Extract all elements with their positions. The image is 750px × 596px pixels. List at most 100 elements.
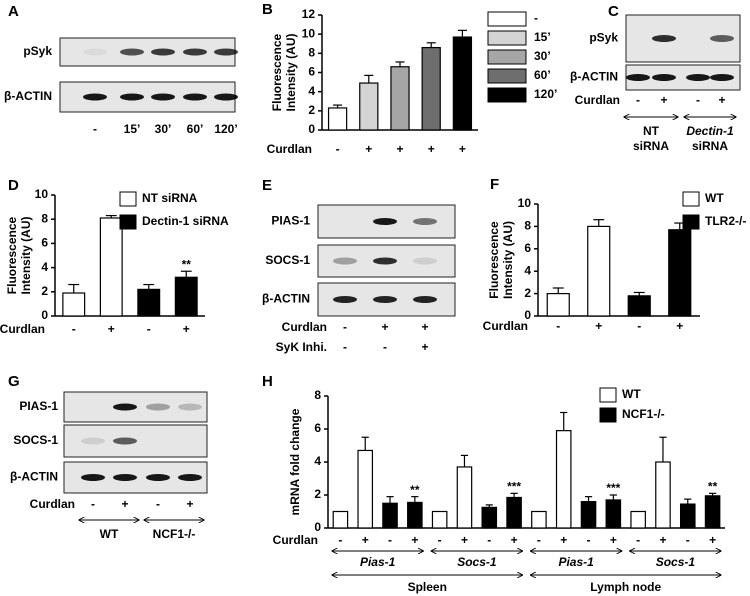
- bar: [421, 46, 441, 131]
- bar: [407, 501, 423, 529]
- bar: [452, 36, 473, 131]
- band: [686, 74, 710, 81]
- band: [113, 403, 137, 411]
- blot-row-label: β-ACTIN: [10, 470, 58, 484]
- panel-letter: G: [8, 373, 20, 390]
- bar: [382, 502, 398, 529]
- lane-label: 30’: [155, 122, 172, 136]
- band: [652, 74, 676, 81]
- bar: [546, 293, 570, 317]
- condition-value: -: [383, 340, 387, 354]
- x-tick-label: -: [686, 533, 690, 547]
- y-tick-label: 10: [518, 196, 532, 210]
- group-label: siRNA: [692, 139, 728, 153]
- x-tick-label: +: [365, 142, 372, 156]
- condition-value: -: [91, 497, 95, 511]
- bar: [668, 229, 692, 317]
- y-axis-label: Fluorescence: [487, 221, 501, 299]
- y-tick-label: 6: [41, 236, 48, 250]
- condition-value: -: [343, 340, 347, 354]
- condition-value: +: [421, 340, 428, 354]
- panel-letter: D: [8, 177, 19, 194]
- blot-row-label: β-ACTIN: [570, 70, 618, 84]
- bar: [99, 217, 123, 317]
- condition-label: SyK Inhi.: [276, 340, 327, 354]
- y-axis-label: Fluorescence: [5, 216, 19, 294]
- lane-label: 120’: [214, 122, 237, 136]
- band: [373, 257, 397, 265]
- blot-row-label: pSyk: [23, 44, 52, 58]
- bar: [506, 496, 522, 529]
- x-axis-label: Curdlan: [267, 142, 312, 156]
- x-tick-label: -: [637, 319, 641, 333]
- y-tick-label: 10: [302, 26, 316, 40]
- significance: ***: [507, 480, 521, 494]
- legend-label: 60’: [534, 68, 551, 82]
- y-tick-label: 10: [35, 187, 49, 201]
- y-tick-label: 4: [308, 84, 315, 98]
- condition-value: +: [421, 320, 428, 334]
- bar: [357, 449, 374, 529]
- y-tick-label: 8: [41, 211, 48, 225]
- condition-value: +: [186, 497, 193, 511]
- band: [333, 296, 357, 303]
- condition-label: Curdlan: [30, 497, 75, 511]
- condition-value: +: [121, 497, 128, 511]
- bar: [327, 107, 348, 131]
- x-tick-label: -: [537, 533, 541, 547]
- condition-label: Curdlan: [282, 320, 327, 334]
- band: [214, 48, 238, 56]
- band: [113, 437, 137, 445]
- x-tick-label: +: [511, 533, 518, 547]
- legend-label: TLR2-/-: [705, 214, 746, 228]
- panel-letter: F: [490, 176, 499, 193]
- group-label: NT: [643, 124, 660, 138]
- x-tick-label: +: [428, 142, 435, 156]
- bar: [580, 501, 597, 529]
- legend-swatch: [119, 191, 137, 207]
- y-tick-label: 4: [41, 260, 48, 274]
- condition-value: -: [696, 93, 700, 107]
- group-label: Pias-1: [360, 555, 396, 569]
- band: [710, 74, 734, 81]
- band: [83, 93, 107, 101]
- band: [81, 437, 105, 445]
- band: [120, 48, 144, 56]
- band: [710, 35, 734, 42]
- y-axis-label: Intensity (AU): [501, 221, 515, 299]
- x-tick-label: -: [336, 142, 340, 156]
- y-tick-label: 0: [524, 308, 531, 322]
- tissue-label: Spleen: [408, 580, 447, 594]
- x-tick-label: -: [487, 533, 491, 547]
- significance: **: [708, 480, 718, 494]
- legend-label: 30’: [534, 49, 551, 63]
- group-label: Pias-1: [558, 555, 594, 569]
- bar: [174, 276, 198, 317]
- y-axis-label: Fluorescence: [270, 33, 284, 111]
- bar: [679, 503, 696, 529]
- bar: [627, 295, 651, 317]
- band: [81, 474, 105, 481]
- bar: [531, 510, 547, 529]
- bar: [555, 430, 572, 529]
- legend-label: NCF1-/-: [622, 407, 665, 421]
- x-axis-label: Curdlan: [273, 533, 318, 547]
- x-tick-label: +: [108, 322, 115, 336]
- condition-value: +: [718, 93, 725, 107]
- band: [413, 296, 437, 303]
- bar: [359, 82, 379, 131]
- x-tick-label: -: [556, 319, 560, 333]
- y-tick-label: 2: [41, 284, 48, 298]
- legend-label: NT siRNA: [142, 191, 198, 205]
- bar: [605, 499, 622, 529]
- legend-swatch: [682, 191, 700, 207]
- blot-row-label: SOCS-1: [13, 433, 58, 447]
- band: [373, 296, 397, 303]
- x-tick-label: -: [438, 533, 442, 547]
- band: [626, 74, 650, 81]
- x-tick-label: +: [659, 533, 666, 547]
- group-label: Dectin-1: [686, 124, 734, 138]
- legend-swatch: [487, 49, 527, 65]
- legend-swatch: [487, 11, 527, 27]
